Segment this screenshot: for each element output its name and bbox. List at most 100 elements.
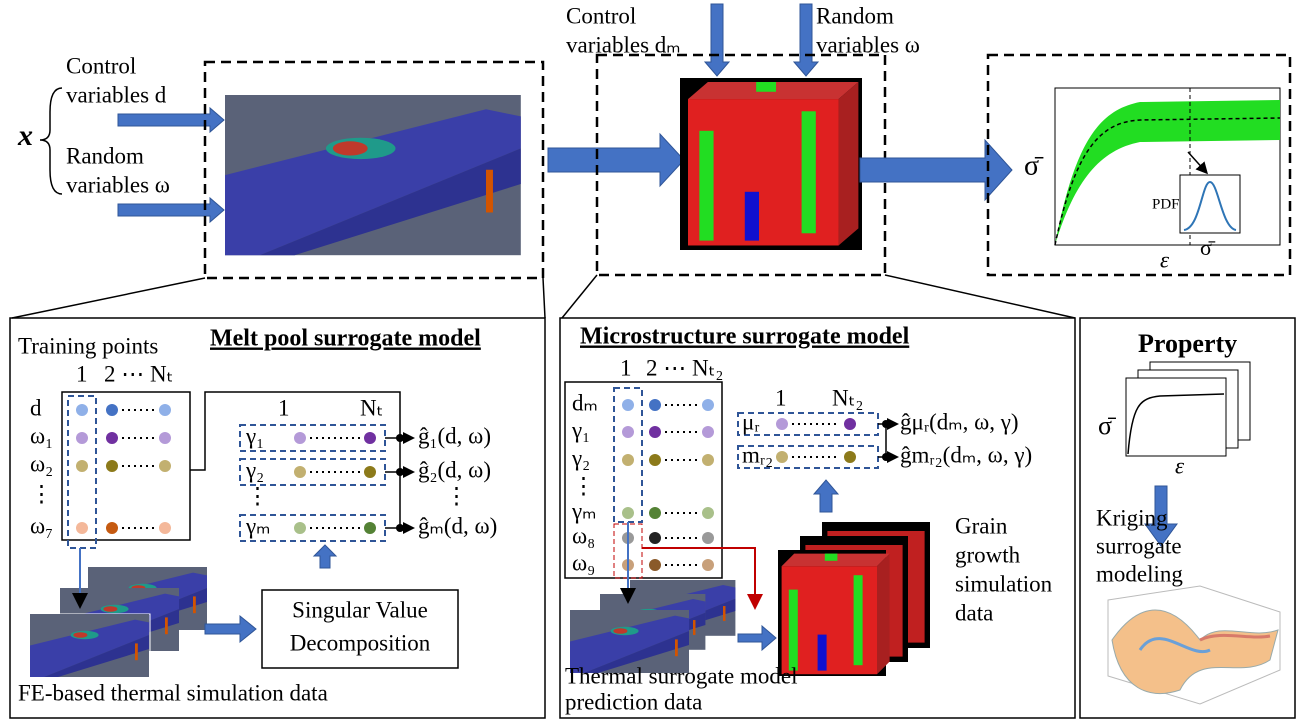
- plot-stack: [1126, 378, 1226, 456]
- connector: [543, 278, 545, 318]
- dot: [702, 532, 714, 544]
- kriging-label: modeling: [1096, 561, 1183, 586]
- plot-y-label: σ̄: [1024, 150, 1044, 181]
- dot: [76, 460, 88, 472]
- svd-label: Singular Value: [292, 597, 428, 622]
- grain-label: data: [955, 600, 993, 625]
- row-label: ω₉: [572, 550, 595, 575]
- basis-header: Nₜ₂: [832, 385, 863, 410]
- row-label: d: [30, 395, 42, 420]
- dot: [649, 454, 661, 466]
- grain-label: simulation: [955, 571, 1053, 596]
- dot: [622, 507, 634, 519]
- dot: [649, 559, 661, 571]
- micro-control-label: variables dₘ: [566, 32, 681, 57]
- basis-label: μᵣ: [742, 409, 760, 434]
- row-label: ω₇: [30, 513, 53, 538]
- dot: [844, 451, 856, 463]
- dot: [76, 522, 88, 534]
- panel-caption: FE-based thermal simulation data: [18, 680, 328, 705]
- panel-title: Property: [1138, 329, 1237, 358]
- output-label: ĝmᵣ₂(dₘ, ω, γ): [900, 442, 1032, 467]
- basis-label: γ₂: [245, 457, 264, 482]
- column-header: 2 ⋯ Nₜ: [104, 361, 173, 386]
- panel-caption: prediction data: [565, 689, 702, 714]
- panel-title: Microstructure surrogate model: [580, 324, 910, 350]
- dot: [844, 418, 856, 430]
- dot: [106, 522, 118, 534]
- brace: [40, 88, 62, 194]
- grain-label: growth: [955, 542, 1021, 567]
- column-header: 1: [620, 355, 632, 380]
- arrow: [814, 480, 838, 512]
- panel-title: Melt pool surrogate model: [210, 326, 481, 352]
- microstructure-image: [688, 82, 858, 245]
- kriging-label: surrogate: [1096, 533, 1182, 558]
- training-points: Training points: [18, 333, 158, 358]
- basis-label: mᵣ₂: [742, 442, 773, 467]
- connector: [562, 275, 597, 318]
- dot: [622, 426, 634, 438]
- melt-pool-image: [225, 95, 521, 255]
- dot: [106, 460, 118, 472]
- connector: [885, 275, 1075, 318]
- dot: [622, 399, 634, 411]
- basis-header: Nₜ: [360, 395, 383, 420]
- diagram: x Control variables d Random variables ω…: [0, 0, 1303, 721]
- dot: [106, 404, 118, 416]
- output-label: ⋮: [445, 483, 468, 508]
- arrow: [118, 108, 224, 132]
- y-label: σ̄: [1098, 411, 1116, 440]
- thermal-image: [30, 614, 150, 679]
- dot: [649, 532, 661, 544]
- dot: [294, 432, 306, 444]
- arrow: [205, 616, 256, 642]
- stress-band: [1055, 100, 1280, 245]
- plot-x-label: ε: [1160, 247, 1170, 272]
- grain-label: Grain: [955, 513, 1008, 538]
- random-label: Random: [66, 143, 144, 168]
- dot: [702, 426, 714, 438]
- dot: [294, 522, 306, 534]
- row-label: dₘ: [572, 390, 598, 415]
- pointer: [1188, 152, 1206, 172]
- dot: [159, 460, 171, 472]
- surface-plot: [1108, 586, 1280, 704]
- row-label: γ₁: [571, 417, 590, 442]
- kriging-label: Kriging: [1096, 505, 1168, 530]
- dot: [702, 399, 714, 411]
- row-label: ω₂: [30, 451, 53, 476]
- dot: [702, 507, 714, 519]
- row-label: ⋮: [572, 473, 595, 498]
- output-label: ĝ₁(d, ω): [418, 423, 491, 448]
- dot: [106, 432, 118, 444]
- dot: [702, 454, 714, 466]
- basis-header: 1: [775, 385, 787, 410]
- column-header: 2 ⋯ Nₜ₂: [646, 355, 723, 380]
- basis-label: ⋮: [246, 483, 269, 508]
- svd-label: Decomposition: [290, 630, 431, 655]
- dot: [649, 426, 661, 438]
- output-label: ĝₘ(d, ω): [418, 513, 497, 538]
- dot: [159, 522, 171, 534]
- arrow: [314, 545, 336, 568]
- row-label: ω₈: [572, 523, 595, 548]
- output-label: ĝμᵣ(dₘ, ω, γ): [900, 409, 1019, 434]
- dot: [364, 522, 376, 534]
- dot: [776, 451, 788, 463]
- column-header: 1: [76, 361, 88, 386]
- dot: [159, 432, 171, 444]
- basis-label: γₘ: [245, 513, 271, 538]
- dot: [364, 432, 376, 444]
- grain-image: [778, 550, 890, 676]
- arrow: [705, 4, 729, 76]
- arrow: [548, 134, 684, 186]
- connector: [12, 278, 205, 318]
- row-label: γₘ: [571, 498, 597, 523]
- basis-header: 1: [278, 395, 290, 420]
- basis-label: γ₁: [245, 423, 264, 448]
- control-label: Control: [66, 53, 136, 78]
- inset-y-label: PDF: [1152, 196, 1180, 212]
- row-label: ⋮: [30, 481, 53, 506]
- dot: [649, 399, 661, 411]
